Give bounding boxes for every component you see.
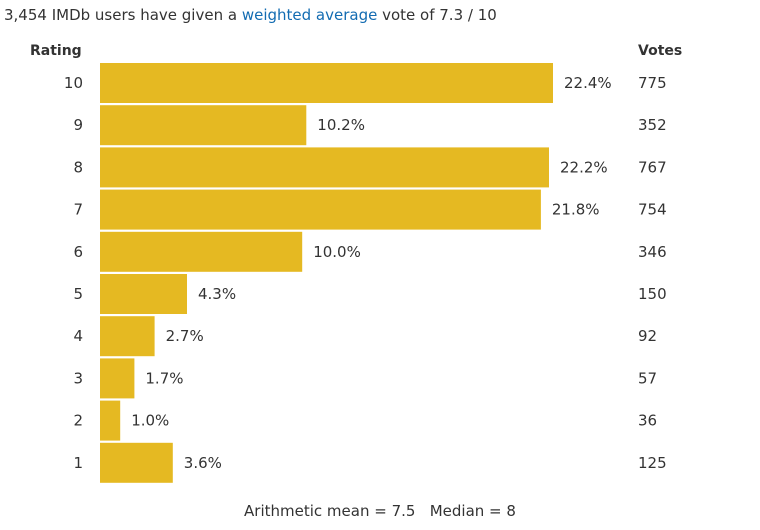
percent-label-8: 22.2%	[560, 158, 608, 176]
bar-rating-2	[100, 400, 121, 441]
bar-rating-9	[100, 105, 307, 146]
summary-text: 3,454 IMDb users have given a weighted a…	[4, 6, 497, 24]
percent-label-7: 21.8%	[552, 201, 600, 219]
rating-label-10: 10	[64, 74, 83, 92]
votes-column-header: Votes	[638, 43, 683, 59]
bar-rating-6	[100, 231, 303, 272]
rating-label-6: 6	[73, 243, 83, 261]
votes-count-8: 767	[638, 158, 667, 176]
rating-label-1: 1	[73, 454, 83, 472]
percent-label-10: 22.4%	[564, 74, 612, 92]
rating-label-3: 3	[73, 369, 83, 387]
stats-footer: Arithmetic mean = 7.5 Median = 8	[0, 502, 760, 520]
percent-label-2: 1.0%	[131, 412, 169, 430]
percent-label-9: 10.2%	[317, 116, 365, 134]
summary-prefix: 3,454 IMDb users have given a	[4, 6, 242, 24]
rating-column-header: Rating	[30, 43, 82, 59]
percent-label-5: 4.3%	[198, 285, 236, 303]
votes-count-1: 125	[638, 454, 667, 472]
bar-rating-10	[100, 63, 553, 103]
rating-label-2: 2	[73, 412, 83, 430]
votes-count-10: 775	[638, 74, 667, 92]
percent-label-3: 1.7%	[145, 369, 183, 387]
percent-label-6: 10.0%	[313, 243, 361, 261]
votes-count-5: 150	[638, 285, 667, 303]
bar-rating-4	[100, 316, 155, 357]
weighted-average-link[interactable]: weighted average	[241, 6, 378, 24]
bar-rating-3	[100, 358, 135, 399]
votes-count-2: 36	[638, 412, 657, 430]
median: Median = 8	[429, 502, 516, 520]
bar-rating-7	[100, 189, 541, 230]
bar-rating-8	[100, 147, 549, 188]
percent-label-4: 2.7%	[166, 327, 204, 345]
rating-label-4: 4	[73, 327, 83, 345]
percent-label-1: 3.6%	[184, 454, 222, 472]
votes-count-6: 346	[638, 243, 667, 261]
votes-count-4: 92	[638, 327, 657, 345]
bar-rating-1	[100, 442, 173, 483]
rating-label-8: 8	[73, 158, 83, 176]
rating-label-7: 7	[73, 201, 83, 219]
votes-count-9: 352	[638, 116, 667, 134]
bar-rating-5	[100, 274, 187, 314]
votes-count-7: 754	[638, 201, 667, 219]
rating-label-9: 9	[73, 116, 83, 134]
arithmetic-mean: Arithmetic mean = 7.5	[244, 502, 416, 520]
rating-label-5: 5	[73, 285, 83, 303]
summary-suffix: vote of 7.3 / 10	[377, 6, 497, 24]
votes-count-3: 57	[638, 369, 657, 387]
